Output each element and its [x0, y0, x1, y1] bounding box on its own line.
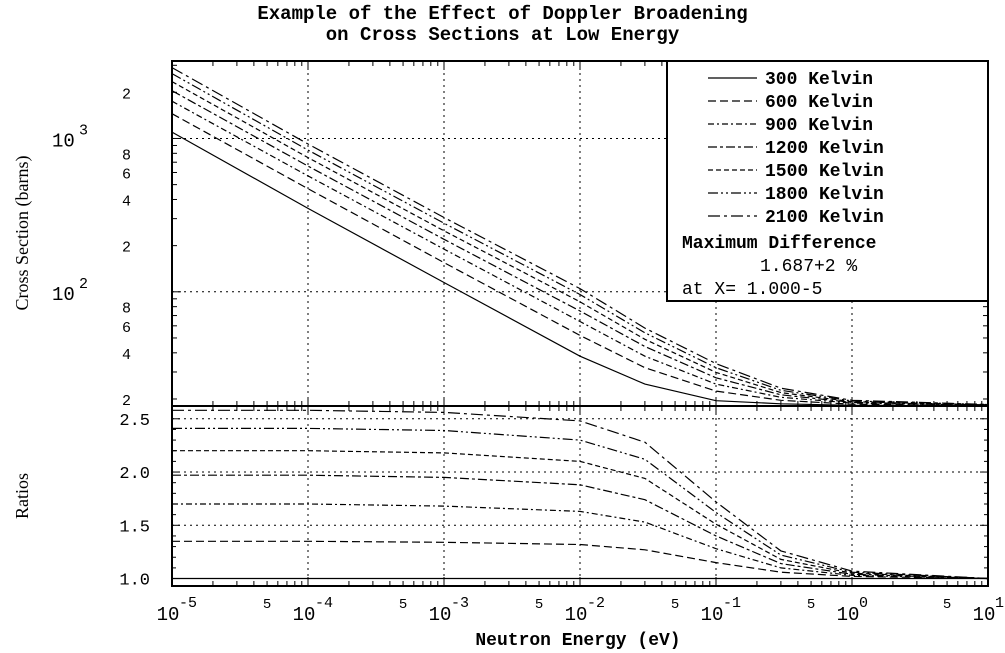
ratio-line-6 — [172, 427, 989, 580]
legend-max-diff-value: 1.687+2 % — [760, 257, 857, 277]
x-tick-label: 10 — [973, 604, 996, 626]
x-tick-label-exponent: -1 — [723, 595, 741, 612]
x-tick-label-exponent: -4 — [315, 595, 333, 612]
y-tick-label: 2.0 — [119, 465, 150, 484]
y-tick-label: 2 — [122, 240, 131, 257]
x-tick-label: 10 — [701, 604, 724, 626]
y-tick-label: 6 — [122, 320, 131, 337]
x-tick-label: 10 — [837, 604, 860, 626]
legend-label-2: 600 Kelvin — [765, 93, 873, 113]
y-tick-label: 4 — [122, 347, 131, 364]
y-tick-label: 4 — [122, 193, 131, 210]
ratio-line-4 — [172, 474, 989, 580]
ratio-line-2 — [172, 540, 989, 580]
legend: 300 Kelvin 600 Kelvin 900 Kelvin 1200 Kelvi… — [666, 60, 989, 302]
x-tick-label: 10 — [157, 604, 180, 626]
legend-label-5: 1500 Kelvin — [765, 162, 884, 182]
legend-label-3: 900 Kelvin — [765, 116, 873, 136]
y-tick-label: 1.5 — [119, 518, 150, 537]
cross-section-line-3 — [171, 100, 989, 406]
y-tick-label: 2 — [122, 393, 131, 410]
legend-max-diff-label: Maximum Difference — [682, 234, 876, 254]
x-axis-label: Neutron Energy (eV) — [475, 631, 680, 651]
ratio-line-5 — [172, 450, 989, 580]
legend-label-1: 300 Kelvin — [765, 70, 873, 90]
x-tick-label: 10 — [293, 604, 316, 626]
x-minor-tick-label: 5 — [671, 597, 679, 613]
y-tick-label-exponent: 2 — [79, 276, 88, 293]
cross-section-line-1 — [171, 131, 989, 407]
top-panel-series — [171, 67, 989, 407]
y-tick-label: 6 — [122, 166, 131, 183]
y-axis-label-bottom: Ratios — [12, 473, 32, 519]
x-tick-label-exponent: -5 — [179, 595, 197, 612]
cross-section-line-6 — [171, 73, 989, 406]
y-tick-label: 8 — [122, 301, 131, 318]
ratio-line-7 — [172, 409, 989, 580]
bottom-panel-series — [172, 409, 989, 580]
y-tick-label: 2.5 — [119, 412, 150, 431]
x-minor-tick-label: 5 — [535, 597, 543, 613]
bottom-panel-grid — [172, 406, 988, 586]
y-tick-label: 10 — [52, 284, 75, 306]
x-minor-tick-label: 5 — [399, 597, 407, 613]
x-tick-label-exponent: 0 — [859, 595, 868, 612]
y-tick-label: 1.0 — [119, 572, 150, 591]
cross-section-line-5 — [171, 81, 989, 406]
cross-section-line-2 — [171, 113, 989, 407]
x-tick-label-exponent: 1 — [995, 595, 1004, 612]
x-tick-label-exponent: -3 — [451, 595, 469, 612]
x-tick-label: 10 — [565, 604, 588, 626]
x-minor-tick-label: 5 — [807, 597, 815, 613]
y-tick-label-exponent: 3 — [79, 122, 88, 139]
legend-label-4: 1200 Kelvin — [765, 139, 884, 159]
y-tick-label: 10 — [52, 130, 75, 152]
chart-title-line-2: on Cross Sections at Low Energy — [325, 24, 680, 46]
legend-max-diff-location: at X= 1.000-5 — [682, 280, 822, 300]
x-minor-tick-label: 5 — [263, 597, 271, 613]
y-axis-label-top: Cross Section (barns) — [12, 156, 33, 311]
x-tick-label-exponent: -2 — [587, 595, 605, 612]
legend-label-6: 1800 Kelvin — [765, 185, 884, 205]
x-minor-tick-label: 5 — [943, 597, 951, 613]
legend-label-7: 2100 Kelvin — [765, 208, 884, 228]
x-tick-label: 10 — [429, 604, 452, 626]
cross-section-line-7 — [171, 67, 989, 406]
chart-title-line-1: Example of the Effect of Doppler Broaden… — [257, 3, 748, 25]
y-tick-label: 8 — [122, 147, 131, 164]
y-tick-label: 2 — [122, 86, 131, 103]
cross-section-line-4 — [171, 90, 989, 406]
